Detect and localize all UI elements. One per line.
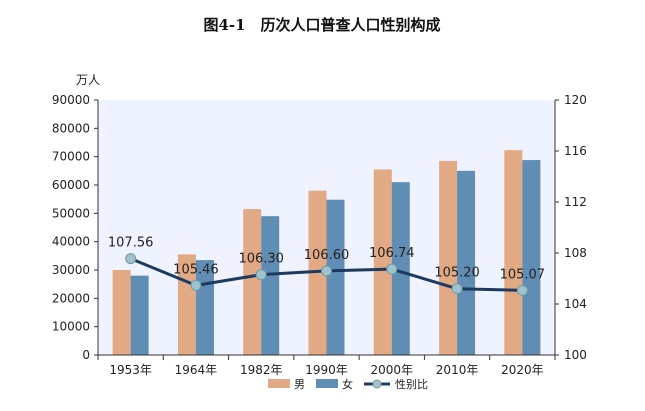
x-tick-label-1: 1964年 — [175, 363, 218, 377]
y-axis-unit-label: 万人 — [76, 73, 100, 87]
bar-female-3 — [326, 199, 345, 355]
sex-ratio-label-0: 107.56 — [108, 236, 154, 251]
x-tick-label-5: 2010年 — [436, 363, 479, 377]
bar-female-4 — [391, 182, 410, 355]
legend-swatch-male — [268, 379, 290, 388]
x-tick-label-0: 1953年 — [109, 363, 152, 377]
bar-male-4 — [373, 169, 392, 355]
legend-swatch-female — [316, 379, 338, 388]
sex-ratio-point-3 — [321, 265, 332, 277]
sex-ratio-line-group: 107.56 105.46 106.30 106.60 106.74 105.20 105.… — [108, 236, 545, 296]
chart-title: 图4-1 历次人口普查人口性别构成 — [203, 16, 440, 34]
y-tick-label-6: 60000 — [52, 178, 90, 192]
x-tick-label-6: 2020年 — [501, 363, 544, 377]
bar-male-5 — [439, 160, 458, 355]
y-tick-label-0: 0 — [82, 348, 90, 362]
x-tick-label-3: 1990年 — [305, 363, 348, 377]
y-tick-label-1: 10000 — [52, 320, 90, 334]
y-tick-label-5: 50000 — [52, 206, 90, 220]
x-tick-label-4: 2000年 — [371, 363, 414, 377]
legend-label-ratio: 性别比 — [395, 377, 428, 391]
y-tick-label-4: 40000 — [52, 235, 90, 249]
y2-tick-label-0: 100 — [564, 348, 587, 362]
bar-male-0 — [112, 270, 131, 355]
y2-tick-label-2: 108 — [564, 246, 587, 260]
sex-ratio-label-1: 105.46 — [173, 262, 219, 277]
sex-ratio-label-3: 106.60 — [304, 248, 350, 263]
y2-tick-label-5: 120 — [564, 93, 587, 107]
sex-ratio-point-4 — [386, 263, 398, 275]
y-tick-label-7: 70000 — [52, 150, 90, 164]
x-tick-label-2: 1982年 — [240, 363, 283, 377]
sex-ratio-point-2 — [255, 269, 267, 281]
bar-male-2 — [243, 209, 262, 355]
sex-ratio-label-2: 106.30 — [238, 252, 284, 267]
y2-tick-label-4: 116 — [564, 144, 587, 158]
sex-ratio-label-4: 106.74 — [369, 246, 415, 261]
legend-swatch-ratio-marker — [372, 379, 382, 389]
axes-group: 0 10000 20000 30000 40000 50000 60000 70000 8000… — [52, 93, 587, 377]
legend-label-male: 男 — [294, 378, 305, 391]
y-tick-label-8: 80000 — [52, 121, 90, 135]
y-tick-label-3: 30000 — [52, 263, 90, 277]
legend: 男 女 性别比 — [268, 377, 428, 391]
y2-tick-label-3: 112 — [564, 195, 587, 209]
y-tick-label-2: 20000 — [52, 291, 90, 305]
sex-ratio-label-6: 105.07 — [500, 267, 546, 282]
sex-ratio-point-5 — [451, 283, 463, 295]
bar-male-6 — [504, 150, 523, 355]
bar-female-2 — [261, 216, 280, 355]
bar-female-6 — [522, 160, 541, 355]
y2-tick-label-1: 104 — [564, 297, 587, 311]
bar-female-5 — [457, 170, 476, 355]
bar-female-0 — [130, 275, 149, 355]
sex-ratio-label-5: 105.20 — [434, 266, 480, 281]
legend-label-female: 女 — [342, 377, 353, 391]
sex-ratio-point-0 — [125, 253, 137, 265]
y-tick-label-9: 90000 — [52, 93, 90, 107]
sex-ratio-point-1 — [190, 279, 202, 291]
sex-ratio-point-6 — [516, 284, 528, 296]
bar-group — [112, 150, 541, 355]
